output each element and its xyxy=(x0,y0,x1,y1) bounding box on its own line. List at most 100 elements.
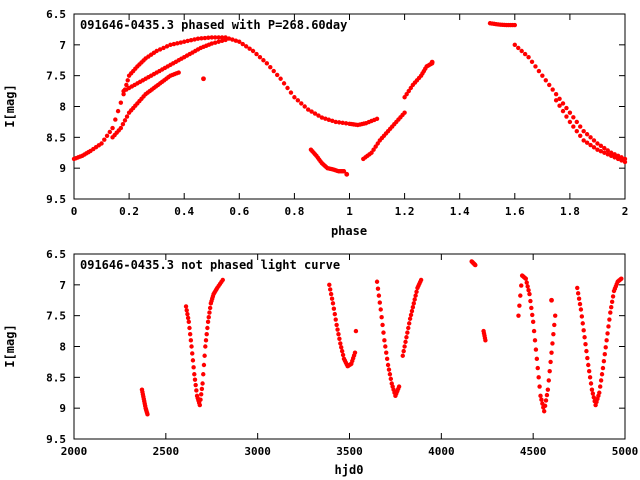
data-point-unphased xyxy=(575,291,581,296)
x-tick-label: 1.4 xyxy=(450,205,470,218)
data-point-phased xyxy=(564,105,569,111)
data-point-unphased xyxy=(577,301,583,307)
data-point-unphased xyxy=(606,324,611,329)
data-point-unphased xyxy=(339,345,344,350)
data-point-unphased xyxy=(582,335,587,340)
data-point-phased xyxy=(264,61,270,66)
data-point-unphased xyxy=(206,315,211,320)
data-point-unphased xyxy=(193,382,198,388)
data-point-phased xyxy=(115,108,121,114)
data-point-phased xyxy=(595,147,600,152)
data-point-phased xyxy=(429,59,435,65)
data-point-unphased xyxy=(413,293,418,298)
data-point-phased xyxy=(578,133,583,138)
data-point-unphased xyxy=(591,395,596,400)
data-point-unphased xyxy=(409,308,415,314)
data-point-unphased xyxy=(609,304,614,310)
data-point-unphased xyxy=(194,388,199,393)
data-point-unphased xyxy=(205,325,210,331)
y-tick-label: 7.5 xyxy=(46,310,66,323)
data-point-phased xyxy=(591,138,597,143)
data-point-phased xyxy=(309,109,314,114)
x-tick-label: 0.2 xyxy=(119,205,139,218)
data-point-unphased xyxy=(338,341,343,346)
data-point-unphased xyxy=(609,299,615,304)
data-point-unphased xyxy=(406,325,411,331)
data-point-unphased xyxy=(336,331,341,337)
data-point-unphased xyxy=(583,341,588,347)
data-point-phased xyxy=(371,147,376,152)
data-point-phased xyxy=(206,35,211,40)
y-tick-label: 6.5 xyxy=(46,248,66,261)
data-point-unphased xyxy=(407,316,413,321)
data-point-unphased xyxy=(201,372,206,377)
data-point-unphased xyxy=(529,305,534,311)
data-point-phased xyxy=(571,124,576,129)
x-tick-label: 0 xyxy=(71,205,78,218)
data-point-phased xyxy=(612,155,617,160)
data-point-phased xyxy=(529,59,535,64)
data-point-unphased xyxy=(535,365,540,371)
data-point-phased xyxy=(302,104,307,109)
data-point-phased xyxy=(547,82,552,88)
x-tick-label: 3000 xyxy=(244,445,271,458)
data-point-unphased xyxy=(538,393,543,399)
x-tick-label: 1 xyxy=(346,205,353,218)
data-point-phased xyxy=(574,128,579,134)
data-point-phased xyxy=(522,51,528,57)
data-point-unphased xyxy=(404,335,409,340)
data-point-phased xyxy=(185,38,190,44)
data-point-phased xyxy=(292,95,297,100)
data-point-unphased xyxy=(328,287,333,292)
data-point-unphased xyxy=(601,358,607,364)
x-tick-label: 0.8 xyxy=(284,205,304,218)
data-point-phased xyxy=(373,144,378,149)
data-point-phased xyxy=(219,38,225,44)
data-point-phased xyxy=(233,38,239,43)
data-point-unphased xyxy=(584,348,589,354)
y-tick-label: 8 xyxy=(59,341,66,354)
data-point-phased xyxy=(519,48,524,54)
x-tick-label: 1.6 xyxy=(505,205,525,218)
data-point-unphased xyxy=(533,347,539,352)
data-point-unphased xyxy=(189,344,194,349)
data-point-unphased xyxy=(198,397,203,402)
data-point-unphased xyxy=(384,350,389,355)
axis-ticks-unphased: 2000 2500 3000 3500 4000 4500 5000 6.5 7 7.5 8 8.5 9… xyxy=(46,248,638,458)
data-point-phased xyxy=(230,37,235,42)
data-point-unphased xyxy=(330,301,336,306)
data-point-phased xyxy=(209,41,214,46)
data-point-unphased xyxy=(188,338,194,343)
data-point-phased xyxy=(219,35,225,40)
data-point-phased xyxy=(578,124,583,129)
data-point-unphased xyxy=(382,338,387,343)
data-point-phased xyxy=(164,44,170,49)
data-point-phased xyxy=(278,76,283,81)
data-point-phased xyxy=(560,108,566,114)
y-tick-label: 9 xyxy=(59,162,66,175)
data-point-phased xyxy=(602,150,607,155)
data-point-unphased xyxy=(517,303,522,308)
data-point-unphased xyxy=(339,348,345,354)
data-point-unphased xyxy=(185,315,191,321)
data-point-phased xyxy=(118,100,124,105)
data-point-unphased xyxy=(473,262,478,268)
data-point-phased xyxy=(110,125,115,131)
data-point-unphased xyxy=(543,398,549,403)
data-point-unphased xyxy=(546,378,551,383)
data-point-unphased xyxy=(381,330,386,335)
data-point-unphased xyxy=(383,344,388,349)
data-point-unphased xyxy=(403,339,408,345)
data-point-phased xyxy=(402,110,407,115)
data-point-unphased xyxy=(604,338,609,343)
data-point-phased xyxy=(195,36,201,41)
data-point-unphased xyxy=(205,319,211,325)
x-tick-label: 4500 xyxy=(520,445,547,458)
data-point-unphased xyxy=(519,283,524,288)
data-point-unphased xyxy=(598,384,603,389)
data-point-unphased xyxy=(610,294,616,299)
data-point-phased xyxy=(602,145,607,151)
data-point-phased xyxy=(609,150,614,155)
data-point-unphased xyxy=(411,301,416,306)
